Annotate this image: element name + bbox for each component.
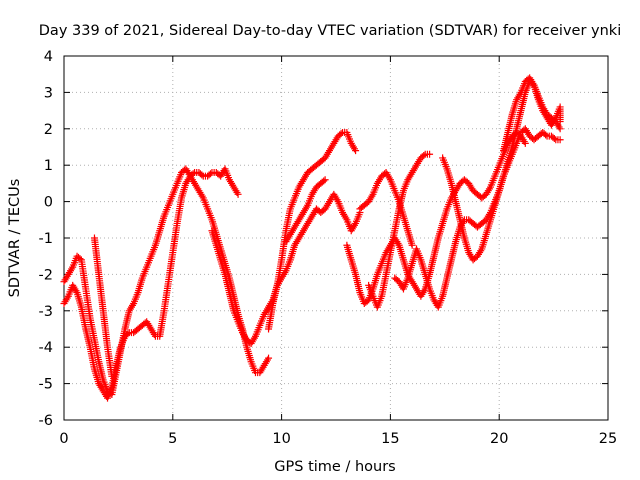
data-point — [320, 177, 328, 185]
data-point — [207, 170, 215, 178]
data-point — [108, 372, 116, 380]
data-point — [124, 330, 132, 338]
chart-title: Day 339 of 2021, Sidereal Day-to-day VTE… — [39, 23, 621, 39]
tick-marks — [63, 55, 609, 421]
y-tick-label: -2 — [39, 267, 53, 283]
y-tick-label: 3 — [44, 85, 53, 101]
data-point — [426, 150, 434, 158]
series-track-k — [391, 125, 564, 311]
data-point — [521, 139, 529, 147]
x-axis-label: GPS time / hours — [274, 459, 395, 475]
x-tick-label: 10 — [272, 431, 290, 447]
x-tick-label: 20 — [490, 431, 508, 447]
y-tick-label: 2 — [44, 122, 53, 138]
data-point — [556, 125, 564, 133]
series-track-e — [265, 128, 360, 333]
series-track-l — [500, 74, 564, 155]
data-point — [337, 130, 345, 138]
series-track-f — [282, 176, 329, 246]
data-point — [321, 176, 329, 184]
grid — [64, 56, 608, 420]
y-tick-label: -3 — [39, 304, 53, 320]
y-tick-label: -6 — [39, 413, 53, 429]
data-point — [352, 147, 360, 155]
y-tick-labels: -6 -5 -4 -3 -2 -1 0 1 2 3 4 — [39, 49, 53, 429]
data-point — [265, 354, 273, 362]
y-tick-label: 0 — [44, 195, 53, 211]
y-tick-label: 4 — [44, 49, 53, 65]
data-point — [420, 151, 428, 159]
data-point — [556, 118, 564, 126]
series-track-b — [60, 165, 242, 402]
data-point — [556, 136, 564, 144]
y-axis-label: SDTVAR / TECUs — [7, 179, 23, 298]
data-point — [189, 170, 197, 178]
series-track-i — [365, 150, 434, 311]
x-tick-label: 15 — [381, 431, 399, 447]
x-tick-label: 5 — [168, 431, 177, 447]
y-tick-label: 1 — [44, 158, 53, 174]
series-track-g — [343, 128, 529, 308]
data-point — [234, 190, 242, 198]
x-tick-labels: 0 5 10 15 20 25 — [59, 431, 617, 447]
data-point — [542, 131, 550, 139]
data-series — [60, 74, 564, 402]
y-tick-label: -4 — [39, 340, 53, 356]
data-point — [408, 241, 416, 249]
y-tick-label: -1 — [39, 231, 53, 247]
x-tick-label: 0 — [59, 431, 68, 447]
series-track-c — [90, 234, 116, 380]
series-track-d — [208, 190, 364, 348]
data-point — [198, 171, 206, 179]
x-tick-label: 25 — [599, 431, 617, 447]
y-tick-label: -5 — [39, 377, 53, 393]
data-point — [550, 135, 558, 143]
